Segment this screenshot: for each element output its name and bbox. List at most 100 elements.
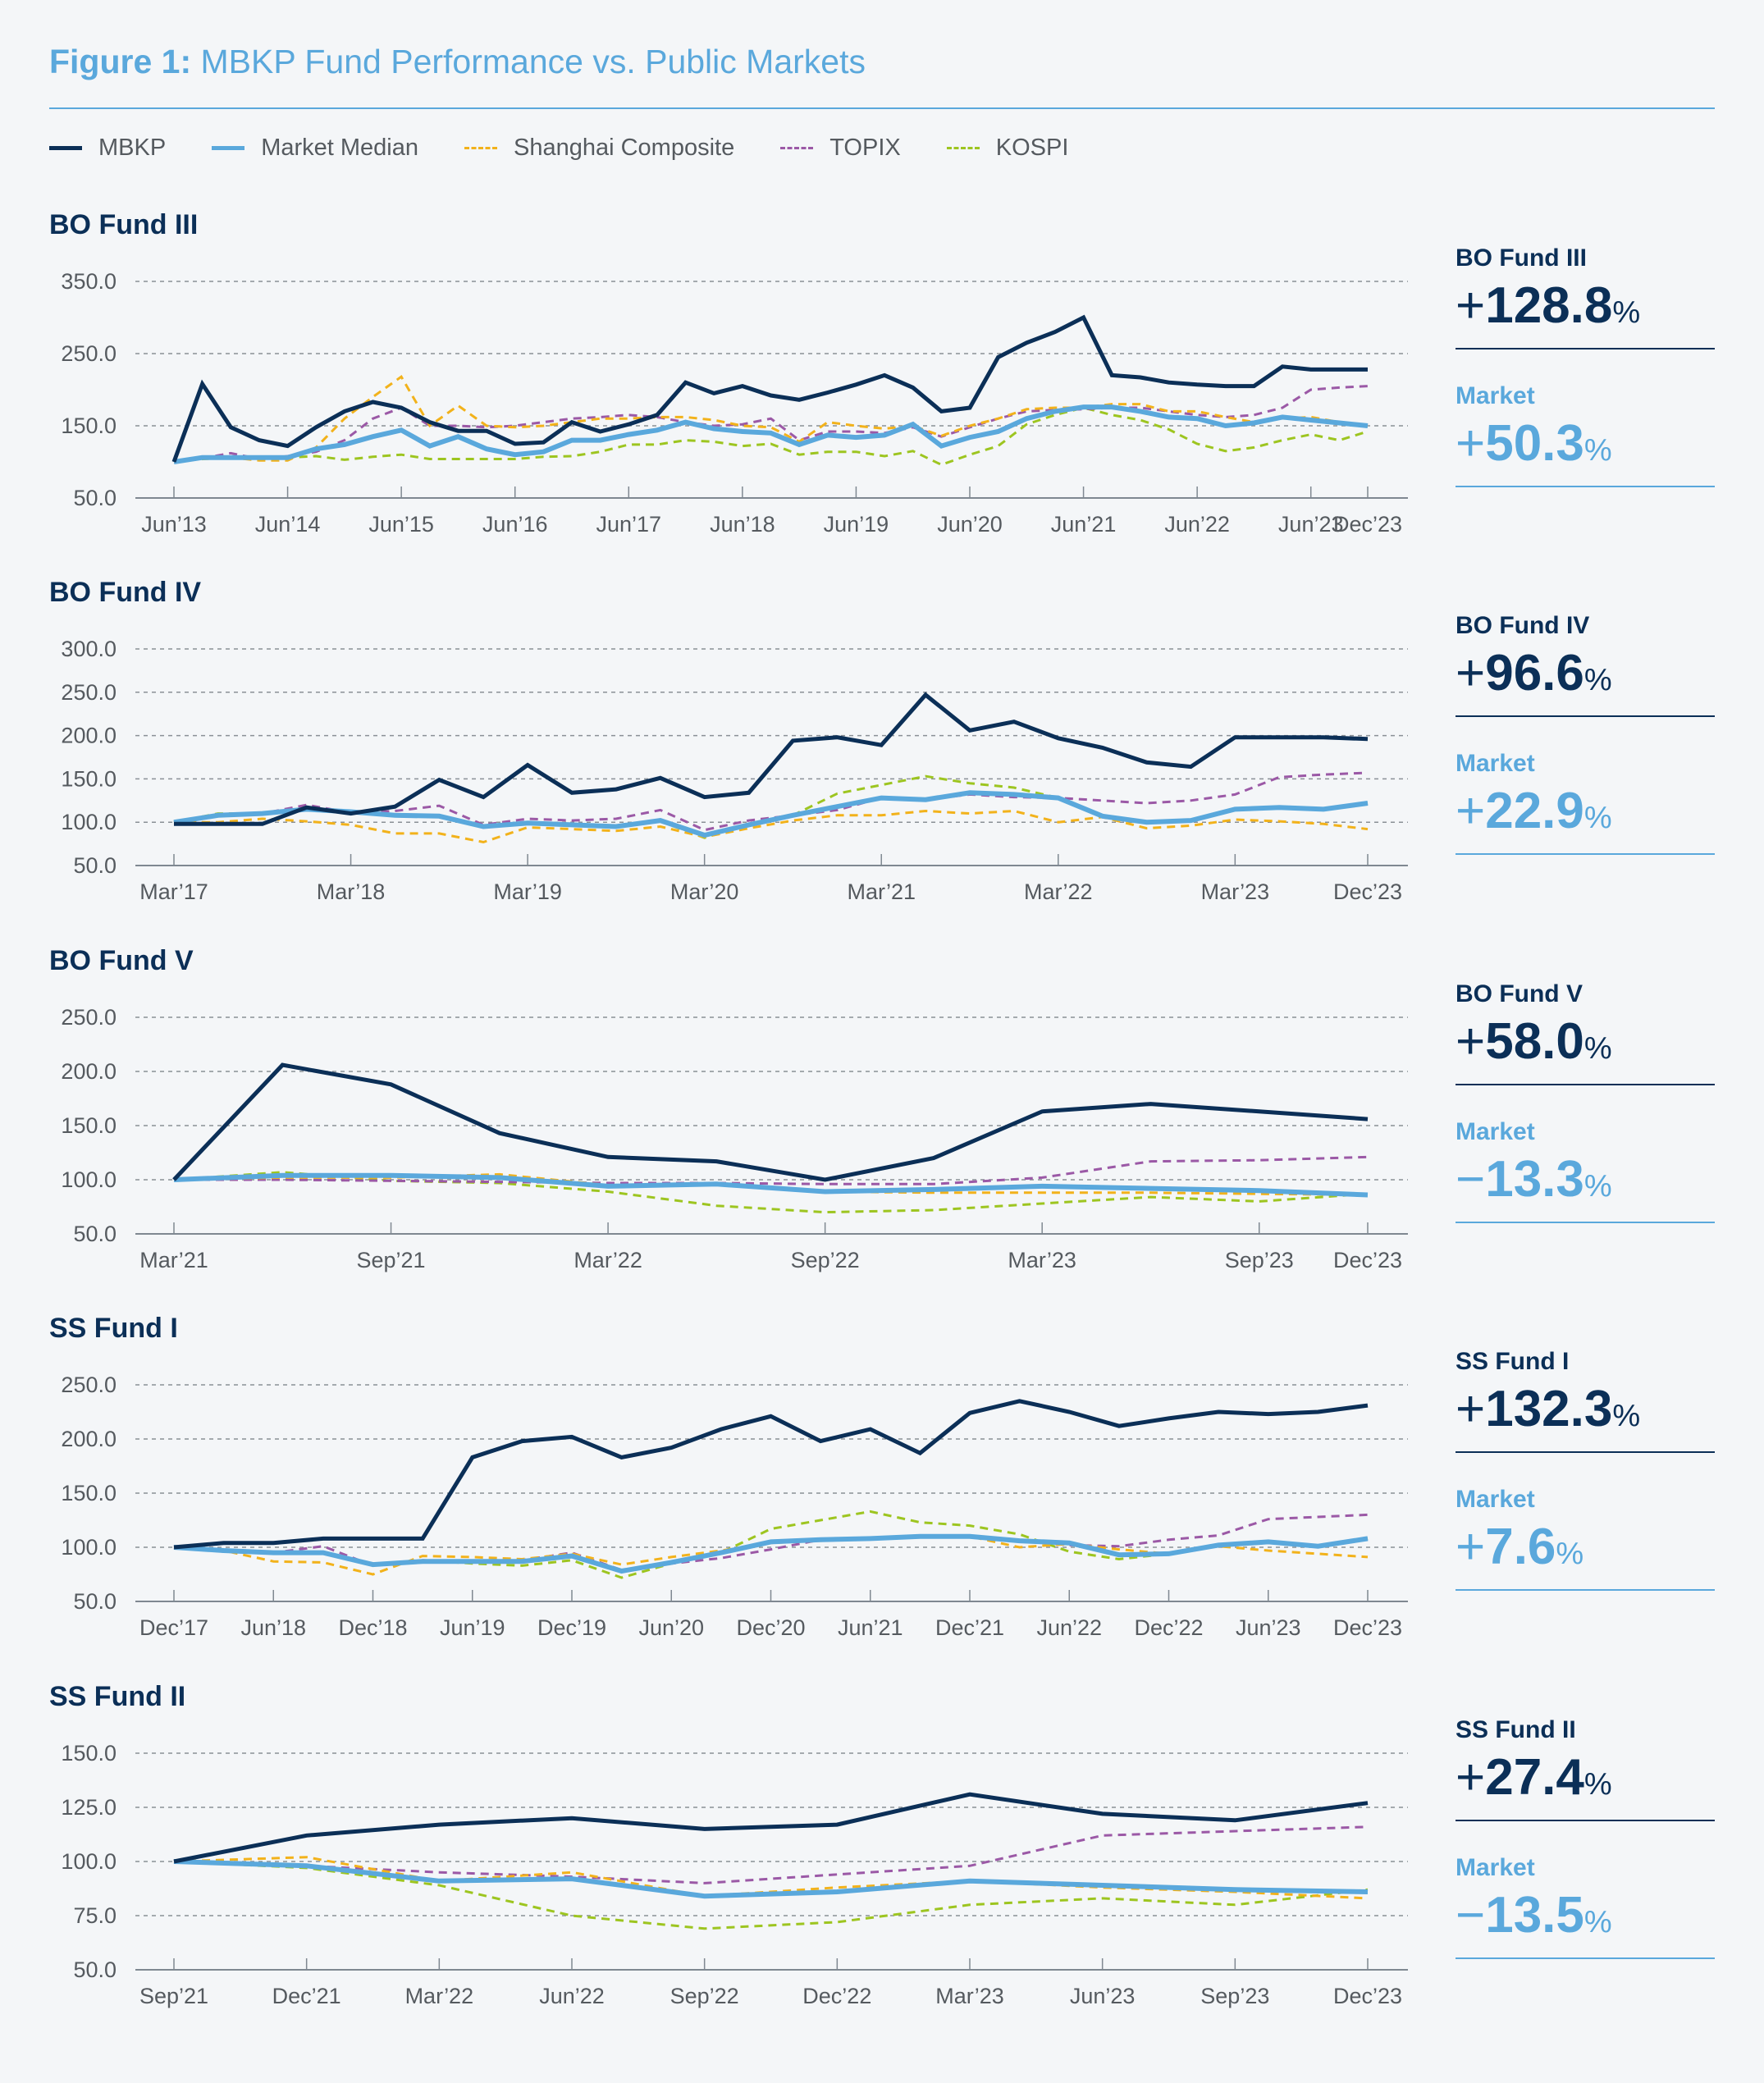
chart-plot: 50.0 100.0 150.0 200.0 250.0 Mar’21 Sep’21 Mar’… — [61, 1005, 1408, 1272]
y-tick-label: 200.0 — [61, 1427, 117, 1451]
fund-return-value: 96.6 — [1485, 645, 1584, 701]
y-tick-label: 250.0 — [61, 341, 117, 366]
fund-divider — [1456, 1820, 1715, 1821]
chart-bo-fund-iii: BO Fund III 50.0 150.0 250.0 350.0 Jun’13 Jun… — [0, 209, 1764, 577]
market-label: Market — [1456, 750, 1535, 777]
y-tick-label: 75.0 — [73, 1903, 117, 1928]
x-tick-label: Jun’20 — [638, 1615, 704, 1640]
x-tick-label: Mar’19 — [493, 879, 562, 904]
y-tick-label: 50.0 — [73, 1589, 117, 1614]
y-tick-label: 50.0 — [73, 853, 117, 878]
x-tick-label: Dec’23 — [1333, 512, 1402, 537]
legend-swatch-mbkp — [49, 145, 82, 150]
x-tick-label: Jun’23 — [1070, 1984, 1136, 2008]
legend-swatch-market-median — [212, 145, 245, 150]
percent-sign: % — [1583, 1031, 1612, 1066]
market-divider — [1456, 1589, 1715, 1591]
legend-item-topix: TOPIX — [780, 135, 901, 162]
x-tick-label: Mar’23 — [1201, 879, 1270, 904]
fund-name: SS Fund I — [1456, 1348, 1570, 1375]
y-tick-label: 100.0 — [61, 1167, 117, 1192]
x-tick-label: Jun’23 — [1236, 1615, 1301, 1640]
x-tick-label: Jun’19 — [440, 1615, 505, 1640]
x-tick-label: Sep’21 — [139, 1984, 208, 2008]
x-tick-label: Jun’19 — [824, 512, 889, 537]
summary-panel: BO Fund III +128.8% Market +50.3% — [1456, 244, 1715, 487]
market-return-value: 50.3 — [1485, 415, 1584, 472]
fund-divider — [1456, 1451, 1715, 1453]
fund-return-sign: + — [1456, 277, 1486, 334]
market-divider — [1456, 1222, 1715, 1223]
x-tick-label: Jun’22 — [1036, 1615, 1102, 1640]
y-tick-label: 300.0 — [61, 637, 117, 661]
y-tick-label: 250.0 — [61, 1005, 117, 1030]
x-tick-label: Jun’18 — [710, 512, 775, 537]
y-tick-label: 100.0 — [61, 1535, 117, 1560]
fund-return: +27.4% — [1456, 1752, 1715, 1803]
market-label: Market — [1456, 1486, 1535, 1513]
fund-return-sign: + — [1456, 1381, 1486, 1437]
x-tick-label: Mar’17 — [139, 879, 208, 904]
market-divider — [1456, 1957, 1715, 1959]
legend-swatch-kospi — [946, 146, 980, 149]
figure-title-lead: Figure 1: — [49, 43, 192, 80]
fund-name: BO Fund IV — [1456, 612, 1590, 639]
legend-label-mbkp: MBKP — [98, 134, 167, 161]
series-line-topix — [173, 1825, 1369, 1884]
figure-title-text: MBKP Fund Performance vs. Public Markets — [191, 43, 866, 80]
market-label: Market — [1456, 1118, 1535, 1145]
fund-return-sign: + — [1456, 645, 1486, 701]
percent-sign: % — [1583, 663, 1612, 697]
fund-name: BO Fund III — [1456, 244, 1587, 272]
x-tick-label: Mar’23 — [1008, 1248, 1076, 1272]
x-tick-label: Dec’21 — [935, 1615, 1004, 1640]
x-tick-label: Jun’22 — [539, 1984, 605, 2008]
percent-sign: % — [1583, 1169, 1612, 1204]
x-tick-label: Mar’18 — [317, 879, 386, 904]
market-divider — [1456, 853, 1715, 855]
legend-label-market-median: Market Median — [261, 134, 418, 161]
market-return-value: 13.5 — [1485, 1887, 1584, 1944]
x-tick-label: Jun’18 — [240, 1615, 306, 1640]
x-tick-label: Mar’22 — [405, 1984, 474, 2008]
market-return-value: 7.6 — [1485, 1519, 1556, 1575]
legend-item-market-median: Market Median — [212, 135, 418, 162]
chart-ss-fund-ii: SS Fund II 50.0 75.0 100.0 125.0 150.0 Sep’21… — [0, 1681, 1764, 2049]
chart-plot: 50.0 100.0 150.0 200.0 250.0 Dec’17 Jun’18 Dec’… — [61, 1373, 1408, 1640]
fund-name: SS Fund II — [1456, 1716, 1576, 1743]
legend: MBKP Market Median Shanghai Composite TO… — [49, 131, 1114, 164]
x-tick-label: Jun’23 — [1278, 512, 1344, 537]
series-line-mbkp — [173, 1399, 1369, 1550]
y-tick-label: 100.0 — [61, 810, 117, 834]
chart-title: SS Fund II — [49, 1681, 186, 1712]
fund-return-sign: + — [1456, 1013, 1486, 1070]
x-tick-label: Mar’22 — [574, 1248, 642, 1272]
legend-swatch-topix — [780, 146, 814, 149]
series-line-median — [173, 790, 1369, 838]
fund-return: +132.3% — [1456, 1384, 1715, 1435]
y-tick-label: 50.0 — [73, 486, 117, 510]
percent-sign: % — [1612, 1399, 1641, 1433]
percent-sign: % — [1612, 295, 1641, 330]
chart-bo-fund-v: BO Fund V 50.0 100.0 150.0 200.0 250.0 Mar’21… — [0, 945, 1764, 1313]
percent-sign: % — [1583, 801, 1612, 835]
market-return-value: 22.9 — [1485, 783, 1584, 839]
fund-divider — [1456, 348, 1715, 349]
market-label: Market — [1456, 382, 1535, 409]
x-tick-label: Jun’21 — [1051, 512, 1117, 537]
y-tick-label: 150.0 — [61, 1741, 117, 1766]
y-tick-label: 200.0 — [61, 724, 117, 748]
summary-panel: BO Fund V +58.0% Market −13.3% — [1456, 980, 1715, 1223]
x-tick-label: Dec’22 — [802, 1984, 871, 2008]
y-tick-label: 50.0 — [73, 1222, 117, 1246]
x-tick-label: Mar’22 — [1024, 879, 1093, 904]
y-tick-label: 50.0 — [73, 1957, 117, 1982]
x-tick-label: Dec’17 — [139, 1615, 208, 1640]
series-line-kospi — [173, 406, 1369, 467]
y-tick-label: 250.0 — [61, 680, 117, 705]
x-tick-label: Dec’18 — [338, 1615, 407, 1640]
x-tick-label: Mar’23 — [935, 1984, 1004, 2008]
x-tick-label: Dec’23 — [1333, 1615, 1402, 1640]
legend-item-kospi: KOSPI — [946, 135, 1068, 162]
x-tick-label: Jun’13 — [141, 512, 207, 537]
